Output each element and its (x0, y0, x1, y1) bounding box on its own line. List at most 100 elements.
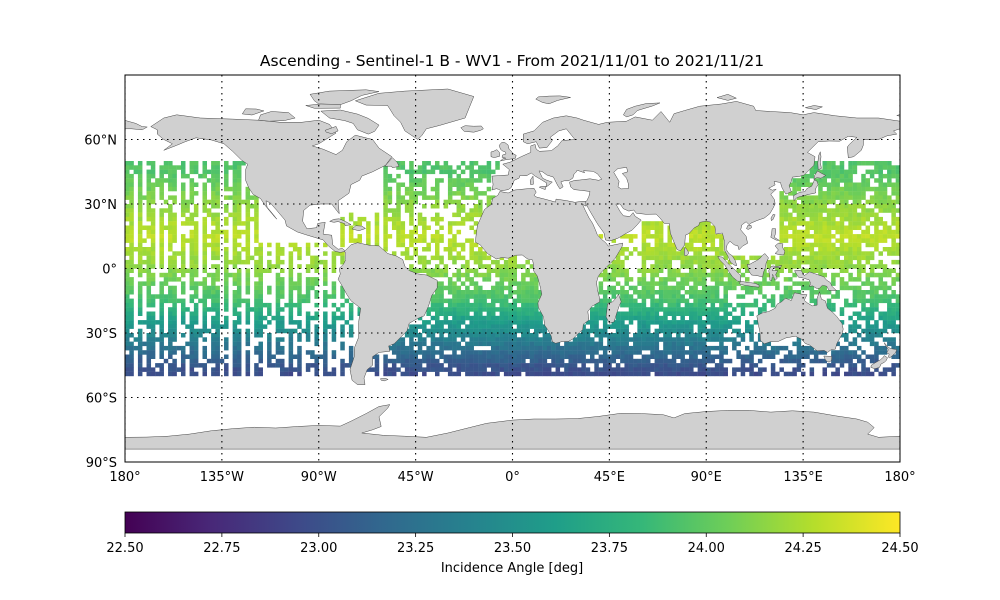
data-cell (779, 358, 784, 364)
data-cell (254, 247, 259, 252)
data-cell (159, 173, 164, 179)
data-cell (305, 251, 311, 256)
data-cell (297, 320, 302, 325)
data-cell (658, 255, 664, 261)
data-cell (809, 251, 815, 256)
data-cell (125, 367, 130, 372)
data-cell (314, 311, 319, 316)
data-cell (831, 234, 836, 239)
data-cell (460, 178, 466, 183)
data-cell (292, 367, 298, 372)
data-cell (826, 255, 832, 261)
data-cell (624, 337, 629, 342)
data-cell (232, 259, 238, 265)
data-cell (865, 307, 871, 312)
data-cell (869, 255, 875, 261)
data-cell (844, 371, 849, 377)
data-cell (874, 264, 879, 269)
data-cell (215, 290, 220, 295)
data-cell (323, 337, 328, 342)
data-cell (383, 216, 388, 222)
data-cell (865, 298, 871, 304)
data-cell (189, 221, 195, 226)
data-cell (366, 221, 371, 226)
data-cell (693, 302, 698, 308)
data-cell (770, 255, 776, 261)
data-cell (137, 247, 143, 252)
data-cell (813, 264, 819, 269)
data-cell (172, 294, 177, 299)
data-cell (534, 354, 539, 359)
data-cell (176, 298, 182, 304)
data-cell (572, 345, 578, 351)
data-cell (288, 337, 294, 342)
data-cell (366, 225, 371, 230)
data-cell (865, 259, 871, 265)
data-cell (602, 354, 608, 359)
data-cell (529, 345, 535, 351)
data-cell (426, 363, 431, 368)
data-cell (129, 242, 134, 248)
data-cell (495, 264, 500, 269)
data-cell (620, 350, 625, 355)
data-cell (809, 294, 815, 299)
data-cell (189, 186, 195, 192)
data-cell (577, 358, 582, 364)
data-cell (856, 358, 862, 364)
data-cell (396, 161, 401, 166)
data-cell (137, 285, 143, 291)
data-cell (211, 277, 216, 282)
data-cell (878, 264, 883, 269)
data-cell (288, 268, 294, 273)
data-cell (495, 315, 500, 321)
data-cell (456, 204, 462, 209)
data-cell (878, 191, 883, 196)
data-cell (469, 225, 474, 230)
data-cell (667, 234, 673, 239)
data-cell (689, 315, 694, 321)
data-cell (417, 333, 423, 338)
data-cell (297, 251, 302, 256)
data-cell (848, 363, 853, 368)
data-cell (852, 216, 858, 222)
data-cell (796, 212, 802, 218)
data-cell (409, 238, 414, 243)
data-cell (818, 229, 823, 235)
data-cell (602, 272, 608, 278)
data-cell (512, 333, 518, 338)
data-cell (172, 268, 177, 273)
data-cell (236, 169, 242, 175)
data-cell (895, 277, 900, 282)
landmass-svalbard (535, 95, 571, 105)
data-cell (676, 251, 681, 256)
data-cell (822, 221, 828, 226)
data-cell (254, 204, 259, 209)
data-cell (650, 337, 655, 342)
data-cell (202, 298, 208, 304)
data-cell (447, 186, 453, 192)
data-cell (478, 324, 483, 329)
data-cell (689, 363, 694, 368)
data-cell (887, 298, 892, 304)
data-cell (831, 161, 836, 166)
data-cell (150, 354, 156, 359)
data-cell (305, 333, 311, 338)
data-cell (215, 225, 220, 230)
data-cell (348, 302, 354, 308)
data-cell (232, 311, 238, 316)
data-cell (439, 272, 444, 278)
landmass-antarctica (125, 404, 900, 450)
data-cell (224, 221, 229, 226)
data-cell (292, 328, 298, 334)
data-cell (185, 199, 190, 205)
data-cell (215, 191, 220, 196)
data-cell (542, 363, 548, 368)
data-cell (254, 302, 259, 308)
data-cell (697, 234, 703, 239)
data-cell (809, 234, 815, 239)
data-cell (818, 221, 823, 226)
data-cell (409, 161, 414, 166)
data-cell (146, 320, 152, 325)
data-cell (456, 272, 462, 278)
data-cell (435, 350, 440, 355)
